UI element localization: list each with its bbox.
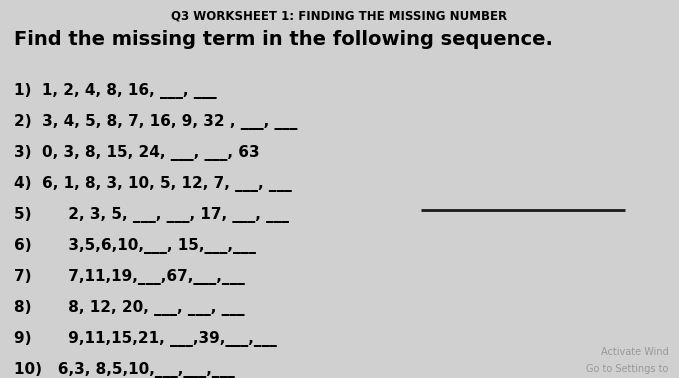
Text: 6)       3,5,6,10,___, 15,___,___: 6) 3,5,6,10,___, 15,___,___ <box>14 238 255 254</box>
Text: Find the missing term in the following sequence.: Find the missing term in the following s… <box>14 30 553 49</box>
Text: 7)       7,11,19,___,67,___,___: 7) 7,11,19,___,67,___,___ <box>14 269 244 285</box>
Text: 4)  6, 1, 8, 3, 10, 5, 12, 7, ___, ___: 4) 6, 1, 8, 3, 10, 5, 12, 7, ___, ___ <box>14 176 291 192</box>
Text: 1)  1, 2, 4, 8, 16, ___, ___: 1) 1, 2, 4, 8, 16, ___, ___ <box>14 83 216 99</box>
Text: Activate Wind: Activate Wind <box>601 347 669 357</box>
Text: Q3 WORKSHEET 1: FINDING THE MISSING NUMBER: Q3 WORKSHEET 1: FINDING THE MISSING NUMB… <box>171 9 508 22</box>
Text: 3)  0, 3, 8, 15, 24, ___, ___, 63: 3) 0, 3, 8, 15, 24, ___, ___, 63 <box>14 145 259 161</box>
Text: 8)       8, 12, 20, ___, ___, ___: 8) 8, 12, 20, ___, ___, ___ <box>14 300 244 316</box>
Text: 5)       2, 3, 5, ___, ___, 17, ___, ___: 5) 2, 3, 5, ___, ___, 17, ___, ___ <box>14 207 289 223</box>
Text: 2)  3, 4, 5, 8, 7, 16, 9, 32 , ___, ___: 2) 3, 4, 5, 8, 7, 16, 9, 32 , ___, ___ <box>14 114 297 130</box>
Text: 10)   6,3, 8,5,10,___,___,___: 10) 6,3, 8,5,10,___,___,___ <box>14 362 234 378</box>
Text: Go to Settings to: Go to Settings to <box>587 364 669 374</box>
Text: 9)       9,11,15,21, ___,39,___,___: 9) 9,11,15,21, ___,39,___,___ <box>14 331 276 347</box>
